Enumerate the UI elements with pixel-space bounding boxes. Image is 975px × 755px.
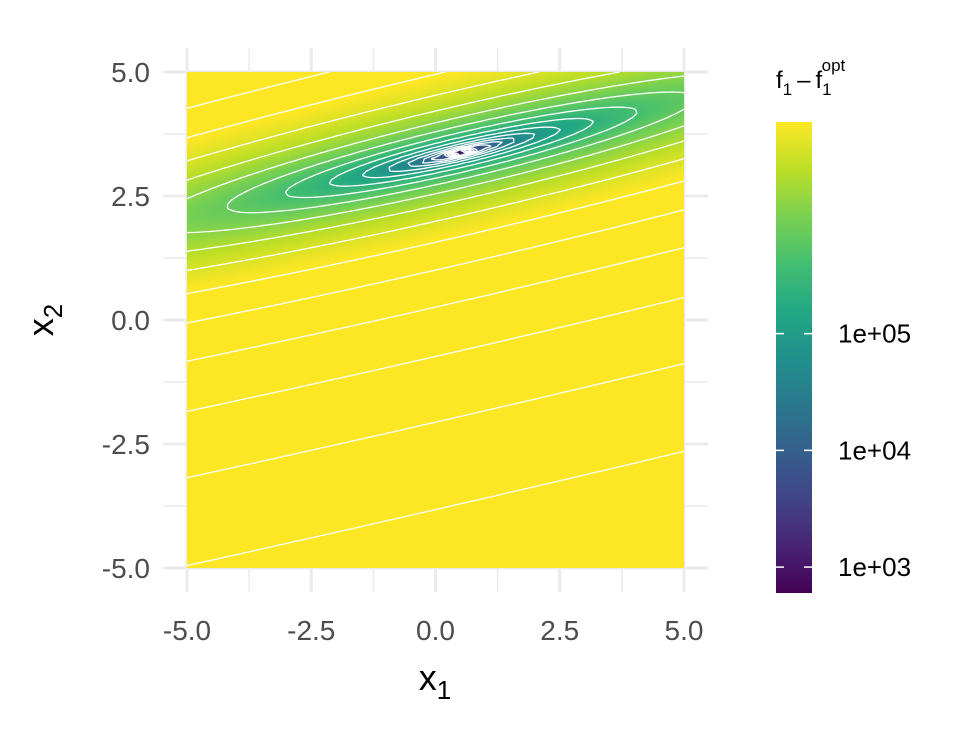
colorbar-break-label: 1e+05 bbox=[838, 319, 911, 349]
contour-lines bbox=[187, 72, 684, 567]
contour-line bbox=[328, 117, 594, 187]
legend-title-opt-superscript: opt bbox=[822, 56, 846, 75]
contour-line bbox=[226, 91, 684, 214]
contour-line bbox=[430, 144, 492, 161]
legend-title-f-subscript: 1 bbox=[783, 80, 792, 99]
contour-line bbox=[187, 75, 684, 234]
y-axis-tick-labels: -5.0 -2.5 0.0 2.5 5.0 bbox=[102, 57, 150, 584]
colorbar bbox=[776, 122, 812, 593]
y-tick-label: 2.5 bbox=[111, 181, 150, 212]
contour-line bbox=[446, 148, 475, 157]
x-axis-title-base: x bbox=[419, 657, 437, 698]
colorbar-breaks: 1e+03 1e+04 1e+05 bbox=[776, 319, 911, 582]
y-tick-label: 5.0 bbox=[111, 57, 150, 88]
x-axis-title-subscript: 1 bbox=[437, 675, 451, 705]
contour-line bbox=[361, 126, 561, 179]
legend-title-f: f bbox=[776, 67, 783, 94]
contour-line bbox=[187, 450, 684, 567]
x-tick-label: -2.5 bbox=[287, 615, 335, 646]
y-axis-title-subscript: 2 bbox=[38, 304, 68, 318]
y-axis-title-base: x bbox=[20, 318, 61, 336]
contour-line bbox=[187, 72, 684, 295]
y-tick-label: -5.0 bbox=[102, 553, 150, 584]
y-axis-title: x2 bbox=[20, 304, 68, 336]
legend-title-opt-subscript: 1 bbox=[822, 80, 831, 99]
x-tick-label: 0.0 bbox=[416, 615, 455, 646]
contour-line bbox=[187, 72, 684, 272]
contour-line bbox=[187, 72, 684, 252]
legend-title-minus: – bbox=[797, 67, 811, 94]
colorbar-break-label: 1e+03 bbox=[838, 552, 911, 582]
legend-title-fopt: f bbox=[816, 67, 823, 94]
colorbar-break-label: 1e+04 bbox=[838, 435, 911, 465]
y-tick-label: 0.0 bbox=[111, 305, 150, 336]
contour-line bbox=[187, 247, 684, 362]
contour-line bbox=[443, 147, 478, 158]
contour-line bbox=[284, 106, 638, 199]
x-axis-tick-labels: -5.0 -2.5 0.0 2.5 5.0 bbox=[163, 615, 704, 646]
x-tick-label: 5.0 bbox=[665, 615, 704, 646]
contour-line bbox=[450, 149, 472, 156]
heatmap-raster bbox=[187, 72, 684, 568]
contour-line bbox=[187, 72, 684, 324]
legend-title: f1– f1opt bbox=[776, 56, 846, 99]
contour-line bbox=[421, 141, 503, 164]
x-axis-title: x1 bbox=[419, 657, 451, 705]
y-tick-label: -2.5 bbox=[102, 429, 150, 460]
contour-line bbox=[187, 296, 684, 413]
contour-line bbox=[407, 137, 515, 167]
x-tick-label: 2.5 bbox=[540, 615, 579, 646]
contour-line bbox=[388, 132, 536, 173]
x-tick-label: -5.0 bbox=[163, 615, 211, 646]
heatmap-surface bbox=[187, 72, 684, 568]
contour-line bbox=[187, 362, 684, 479]
